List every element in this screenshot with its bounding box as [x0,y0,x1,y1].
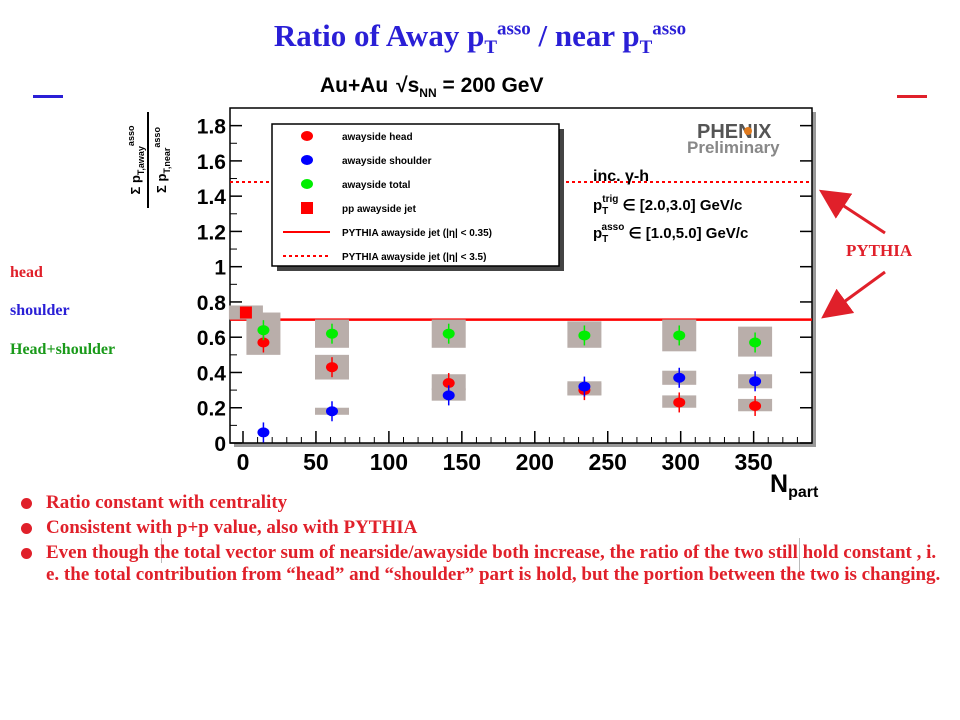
bullet-item: Ratio constant with centrality [20,492,945,514]
ratio-chart: Au+Au √sNN = 200 GeV Σ pT,awayasso Σ pT,… [126,74,886,500]
data-point-awayside-total [442,328,455,339]
divider-left [161,538,162,563]
data-point-awayside-shoulder [578,381,591,392]
y-tick-label: 0.2 [197,398,226,421]
annotation-inc-gamma-h: inc. γ-h [593,168,649,185]
legend-box [271,123,560,267]
data-point-awayside-total [325,328,338,339]
y-tick-label: 0 [214,433,226,456]
y-tick-label: 0.6 [197,327,226,350]
data-point-awayside-head [749,400,762,411]
legend-marker [301,179,313,189]
y-tick-label: 1 [214,257,226,280]
bullet-dot-icon [21,498,32,509]
bullet-dot-icon [21,523,32,534]
title-text-1: Ratio of Away p [273,18,485,53]
phenix-logo-dot [744,127,752,135]
bullet-dot-icon [21,548,32,559]
side-label-shoulder: shoulder [10,302,70,319]
x-tick-label: 50 [303,449,329,475]
phenix-preliminary: Preliminary [687,138,780,157]
legend-label: awayside total [342,180,411,191]
data-point-awayside-head [442,378,455,389]
x-tick-label: 250 [589,449,627,475]
x-tick-label: 350 [734,449,772,475]
legend-label: PYTHIA awayside jet (|η| < 3.5) [342,252,486,263]
title-sub-1: T [484,37,497,59]
data-point-awayside-shoulder [257,427,270,438]
slide-title: Ratio of Away pTasso / near pTasso [0,18,960,59]
pythia-arrow-lower [821,270,886,319]
title-sub-2: T [639,37,653,59]
legend-label: PYTHIA awayside jet (|η| < 0.35) [342,228,492,239]
y-tick-label: 1.4 [197,186,227,209]
title-text-2: / near p [530,18,640,53]
y-tick-label: 0.4 [197,362,227,385]
data-point-awayside-head [257,337,270,348]
side-label-head-shoulder: Head+shoulder [10,341,116,358]
left-title-dash [33,95,63,98]
data-point-pp-jet [239,306,252,319]
y-tick-label: 1.8 [197,116,227,139]
bullet-item: Even though the total vector sum of near… [20,542,945,586]
title-sup-2: asso [652,18,687,40]
data-point-awayside-total [578,330,591,341]
data-point-awayside-shoulder [325,406,338,417]
data-point-awayside-shoulder [442,390,455,401]
data-point-awayside-head [325,362,338,373]
y-tick-label: 0.8 [197,292,227,315]
svg-text:Σ pT,awayasso: Σ pT,awayasso [126,125,146,194]
data-point-awayside-total [749,337,762,348]
pythia-label: PYTHIA [846,241,913,260]
legend-label: awayside shoulder [342,156,432,167]
legend-label: awayside head [342,132,413,143]
legend-marker [301,131,313,141]
side-label-head: head [10,264,43,281]
pythia-arrow-upper [818,189,886,235]
x-tick-label: 300 [662,449,700,475]
annotation-passo: pTasso ∈ [1.0,5.0] GeV/c [593,222,748,245]
right-title-dash [897,95,927,98]
data-point-awayside-total [257,325,270,336]
bullet-item: Consistent with p+p value, also with PYT… [20,517,945,539]
y-tick-label: 1.2 [197,221,226,244]
legend-marker [301,202,313,214]
data-point-awayside-shoulder [673,372,686,383]
legend-label: pp awayside jet [342,204,417,215]
title-sup-1: asso [497,18,531,40]
x-tick-label: 200 [516,449,554,475]
x-tick-label: 0 [237,449,250,475]
x-tick-label: 150 [443,449,481,475]
data-point-awayside-head [673,397,686,408]
y-axis-label: Σ pT,awayasso Σ pT,nearasso [126,112,172,208]
phenix-logo: PHENIX [697,121,772,143]
chart-title: Au+Au √sNN = 200 GeV [320,74,543,100]
x-tick-label: 100 [370,449,408,475]
divider-right [799,538,800,572]
y-tick-label: 1.6 [197,151,226,174]
svg-text:Σ pT,nearasso: Σ pT,nearasso [152,127,172,193]
bullet-list: Ratio constant with centrality Consisten… [20,492,945,589]
legend-marker [301,155,313,165]
annotation-ptrig: pTtrig ∈ [2.0,3.0] GeV/c [593,194,742,217]
data-point-awayside-total [673,330,686,341]
data-point-awayside-shoulder [749,376,762,387]
